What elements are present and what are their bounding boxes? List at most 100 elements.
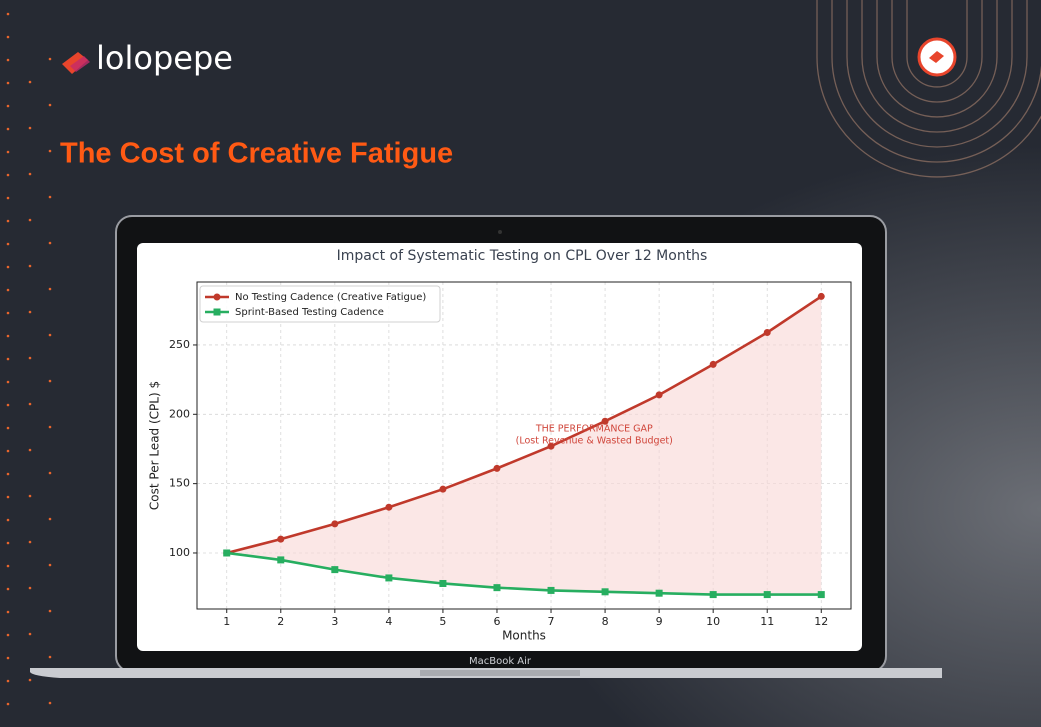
- x-tick-label: 1: [223, 615, 230, 628]
- dot: [6, 311, 10, 315]
- arc: [906, 0, 968, 88]
- marker: [277, 556, 285, 564]
- dot: [6, 610, 10, 614]
- marker: [709, 591, 717, 599]
- x-tick-label: 6: [493, 615, 500, 628]
- x-tick-label: 5: [439, 615, 446, 628]
- y-tick-label: 200: [169, 407, 190, 420]
- dot: [48, 563, 52, 567]
- x-tick-label: 8: [602, 615, 609, 628]
- dot: [28, 402, 32, 406]
- y-tick-label: 250: [169, 338, 190, 351]
- dot: [6, 81, 10, 85]
- dot: [6, 173, 10, 177]
- dot: [28, 632, 32, 636]
- arc: [831, 0, 1041, 163]
- dot: [6, 288, 10, 292]
- dot: [28, 678, 32, 682]
- dot: [6, 518, 10, 522]
- marker: [817, 292, 825, 300]
- dot: [48, 517, 52, 521]
- dot: [28, 172, 32, 176]
- marker: [439, 485, 447, 493]
- heading: The Cost of Creative Fatigue: [60, 138, 453, 170]
- arc: [891, 0, 983, 103]
- dot: [6, 357, 10, 361]
- marker: [331, 566, 339, 574]
- x-tick-label: 9: [656, 615, 663, 628]
- dot: [6, 196, 10, 200]
- dot: [48, 287, 52, 291]
- chart: Impact of Systematic Testing on CPL Over…: [148, 248, 852, 643]
- badge-icon: [929, 51, 944, 63]
- dot: [6, 265, 10, 269]
- marker: [385, 503, 393, 511]
- chart-title: Impact of Systematic Testing on CPL Over…: [337, 248, 708, 264]
- x-tick-label: 11: [760, 615, 774, 628]
- arc: [816, 0, 1041, 178]
- marker: [655, 589, 663, 597]
- dot: [6, 564, 10, 568]
- dot: [6, 702, 10, 706]
- dot: [48, 425, 52, 429]
- annotation: (Lost Revenue & Wasted Budget): [516, 436, 673, 447]
- series-line: [226, 295, 822, 555]
- y-tick-label: 150: [169, 477, 190, 490]
- dot: [28, 310, 32, 314]
- dot: [6, 127, 10, 131]
- logo: lolopepe: [62, 39, 233, 77]
- dot: [6, 242, 10, 246]
- camera: [498, 230, 502, 234]
- dot: [6, 12, 10, 16]
- marker: [709, 360, 717, 368]
- marker: [385, 574, 393, 582]
- marker: [547, 586, 555, 594]
- dot: [28, 356, 32, 360]
- laptop-notch: [420, 670, 580, 676]
- y-axis-label: Cost Per Lead (CPL) $: [148, 381, 162, 510]
- legend-marker: [213, 293, 221, 301]
- marker: [763, 591, 771, 599]
- dot: [6, 633, 10, 637]
- dot: [6, 495, 10, 499]
- marker: [223, 549, 231, 557]
- marker: [601, 417, 609, 425]
- legend-label: Sprint-Based Testing Cadence: [235, 307, 384, 318]
- dot: [6, 403, 10, 407]
- marker: [277, 535, 285, 543]
- dot: [28, 448, 32, 452]
- legend-marker: [213, 308, 221, 316]
- dot: [48, 57, 52, 61]
- x-tick-label: 3: [331, 615, 338, 628]
- arc: [846, 0, 1028, 148]
- decoration: [6, 0, 1041, 706]
- dot: [6, 334, 10, 338]
- dot: [6, 35, 10, 39]
- dot: [28, 80, 32, 84]
- dot: [48, 609, 52, 613]
- marker: [439, 579, 447, 587]
- x-tick-label: 7: [548, 615, 555, 628]
- dot: [28, 494, 32, 498]
- marker: [817, 591, 825, 599]
- dot: [6, 472, 10, 476]
- annotation: THE PERFORMANCE GAP: [535, 424, 653, 435]
- dot: [6, 426, 10, 430]
- dot: [6, 449, 10, 453]
- dot: [48, 655, 52, 659]
- dot: [48, 195, 52, 199]
- marker: [763, 328, 771, 336]
- y-tick-label: 100: [169, 546, 190, 559]
- gap-fill: [226, 296, 822, 595]
- dot: [48, 333, 52, 337]
- marker: [331, 520, 339, 528]
- dot: [48, 241, 52, 245]
- x-tick-label: 4: [385, 615, 392, 628]
- dot: [6, 541, 10, 545]
- series-line: [226, 551, 822, 596]
- legend-label: No Testing Cadence (Creative Fatigue): [235, 292, 426, 303]
- x-tick-label: 12: [814, 615, 828, 628]
- device-label: MacBook Air: [469, 656, 532, 667]
